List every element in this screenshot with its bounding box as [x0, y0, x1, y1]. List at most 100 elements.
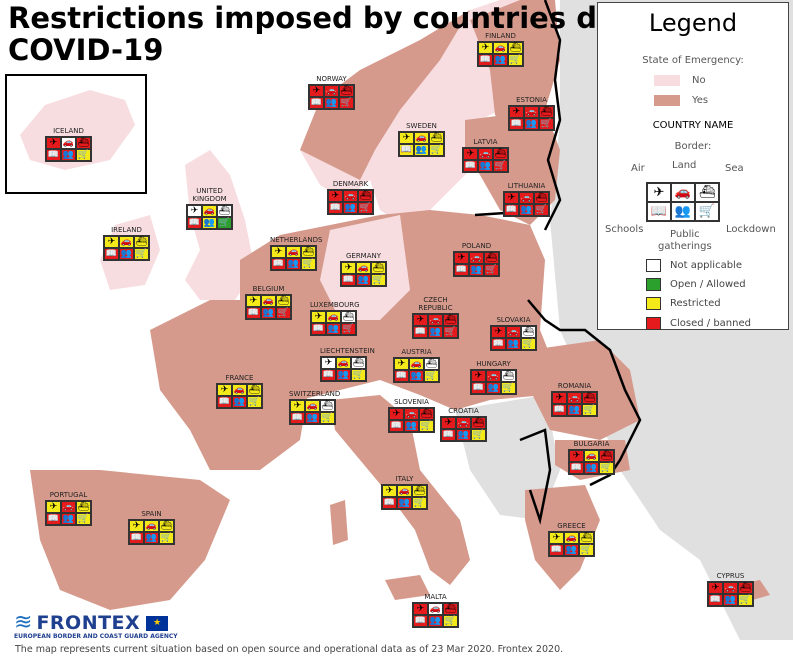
country-panel: LIECHTENSTEIN ✈ 🚗 ⛴ 📖 👥 🛒: [320, 347, 375, 382]
country-status-grid: ✈ 🚗 ⛴ 📖 👥 🛒: [440, 416, 487, 442]
people-icon: 👥: [305, 412, 320, 424]
ship-icon: ⛴: [484, 252, 499, 264]
people-icon: 👥: [478, 160, 493, 172]
plane-icon: ✈: [413, 314, 428, 326]
ship-icon: ⛴: [159, 520, 174, 532]
ship-icon: ⛴: [276, 295, 291, 307]
book-icon: 📖: [454, 264, 469, 276]
people-icon: 👥: [261, 307, 276, 319]
plane-icon: ✈: [341, 262, 356, 274]
cart-icon: 🛒: [134, 248, 149, 260]
country-panel: ROMANIA ✈ 🚗 ⛴ 📖 👥 🛒: [551, 382, 598, 417]
cart-icon: 🛒: [412, 497, 427, 509]
people-icon: 👥: [61, 149, 76, 161]
legend-no-swatch: [654, 75, 680, 86]
car-icon: 🚗: [671, 183, 695, 202]
country-status-grid: ✈ 🚗 ⛴ 📖 👥 🛒: [412, 602, 459, 628]
ship-icon: ⛴: [738, 582, 753, 594]
book-icon: 📖: [441, 429, 456, 441]
plane-icon: ✈: [129, 520, 144, 532]
legend-sea-label: Sea: [725, 163, 744, 174]
country-name: SLOVAKIA: [496, 316, 531, 324]
country-status-grid: ✈ 🚗 ⛴ 📖 👥 🛒: [320, 356, 367, 382]
country-name: ROMANIA: [557, 382, 592, 390]
car-icon: 🚗: [404, 408, 419, 420]
country-status-grid: ✈ 🚗 ⛴ 📖 👥 🛒: [340, 261, 387, 287]
legend-restricted-swatch: [646, 297, 661, 310]
cart-icon: 🛒: [276, 307, 291, 319]
country-name: BULGARIA: [573, 440, 610, 448]
book-icon: 📖: [46, 513, 61, 525]
cart-icon: 🛒: [341, 323, 356, 335]
country-name: UNITED KINGDOM: [192, 187, 227, 203]
book-icon: 📖: [246, 307, 261, 319]
legend-yes-label: Yes: [692, 95, 709, 106]
car-icon: 🚗: [478, 148, 493, 160]
legend-schools-label: Schools: [605, 224, 644, 235]
eu-flag-icon: ★: [146, 615, 169, 631]
car-icon: 🚗: [567, 392, 582, 404]
country-name: NORWAY: [316, 75, 347, 83]
car-icon: 🚗: [336, 357, 351, 369]
ship-icon: ⛴: [424, 358, 439, 370]
ship-icon: ⛴: [247, 384, 262, 396]
country-panel: AUSTRIA ✈ 🚗 ⛴ 📖 👥 🛒: [393, 348, 440, 383]
country-panel: FRANCE ✈ 🚗 ⛴ 📖 👥 🛒: [216, 374, 263, 409]
country-name: POLAND: [461, 242, 492, 250]
book-icon: 📖: [217, 396, 232, 408]
country-panel: SWITZERLAND ✈ 🚗 ⛴ 📖 👥 🛒: [289, 390, 340, 425]
plane-icon: ✈: [309, 85, 324, 97]
country-panel: ITALY ✈ 🚗 ⛴ 📖 👥 🛒: [381, 475, 428, 510]
car-icon: 🚗: [232, 384, 247, 396]
book-icon: 📖: [341, 274, 356, 286]
country-status-grid: ✈ 🚗 ⛴ 📖 👥 🛒: [548, 531, 595, 557]
country-name: SWITZERLAND: [289, 390, 341, 398]
cart-icon: 🛒: [501, 382, 516, 394]
cart-icon: 🛒: [371, 274, 386, 286]
people-icon: 👥: [493, 54, 508, 66]
ship-icon: ⛴: [371, 262, 386, 274]
book-icon: 📖: [394, 370, 409, 382]
legend-state-of-emergency-label: State of Emergency:: [642, 55, 744, 66]
country-status-grid: ✈ 🚗 ⛴ 📖 👥 🛒: [398, 131, 445, 157]
ship-icon: ⛴: [76, 137, 91, 149]
country-name: GREECE: [557, 522, 586, 530]
legend-yes-swatch: [654, 95, 680, 106]
country-name: FINLAND: [485, 32, 516, 40]
book-icon: 📖: [708, 594, 723, 606]
cart-icon: 🛒: [429, 144, 444, 156]
car-icon: 🚗: [356, 262, 371, 274]
country-name: CZECH REPUBLIC: [418, 296, 453, 312]
ship-icon: ⛴: [351, 357, 366, 369]
car-icon: 🚗: [506, 326, 521, 338]
legend-sample-grid: ✈ 🚗 ⛴ 📖 👥 🛒: [646, 182, 720, 222]
plane-icon: ✈: [569, 450, 584, 462]
book-icon: 📖: [389, 420, 404, 432]
people-icon: 👥: [232, 396, 247, 408]
book-icon: 📖: [187, 217, 202, 229]
cart-icon: 🛒: [217, 217, 232, 229]
external-border-line: [474, 0, 642, 525]
book-icon: 📖: [290, 412, 305, 424]
people-icon: 👥: [397, 497, 412, 509]
country-status-grid: ✈ 🚗 ⛴ 📖 👥 🛒: [45, 136, 92, 162]
legend-not-applicable-swatch: [646, 259, 661, 272]
country-name: MALTA: [424, 593, 447, 601]
country-status-grid: ✈ 🚗 ⛴ 📖 👥 🛒: [270, 245, 317, 271]
ship-icon: ⛴: [339, 85, 354, 97]
cart-icon: 🛒: [484, 264, 499, 276]
country-status-grid: ✈ 🚗 ⛴ 📖 👥 🛒: [128, 519, 175, 545]
country-panel: ICELAND ✈ 🚗 ⛴ 📖 👥 🛒: [45, 127, 92, 162]
plane-icon: ✈: [382, 485, 397, 497]
plane-icon: ✈: [647, 183, 671, 202]
book-icon: 📖: [413, 326, 428, 338]
cart-icon: 🛒: [320, 412, 335, 424]
car-icon: 🚗: [397, 485, 412, 497]
legend-closed-swatch: [646, 317, 661, 330]
country-status-grid: ✈ 🚗 ⛴ 📖 👥 🛒: [490, 325, 537, 351]
plane-icon: ✈: [504, 192, 519, 204]
car-icon: 🚗: [493, 42, 508, 54]
cart-icon: 🛒: [539, 118, 554, 130]
book-icon: 📖: [328, 202, 343, 214]
plane-icon: ✈: [217, 384, 232, 396]
